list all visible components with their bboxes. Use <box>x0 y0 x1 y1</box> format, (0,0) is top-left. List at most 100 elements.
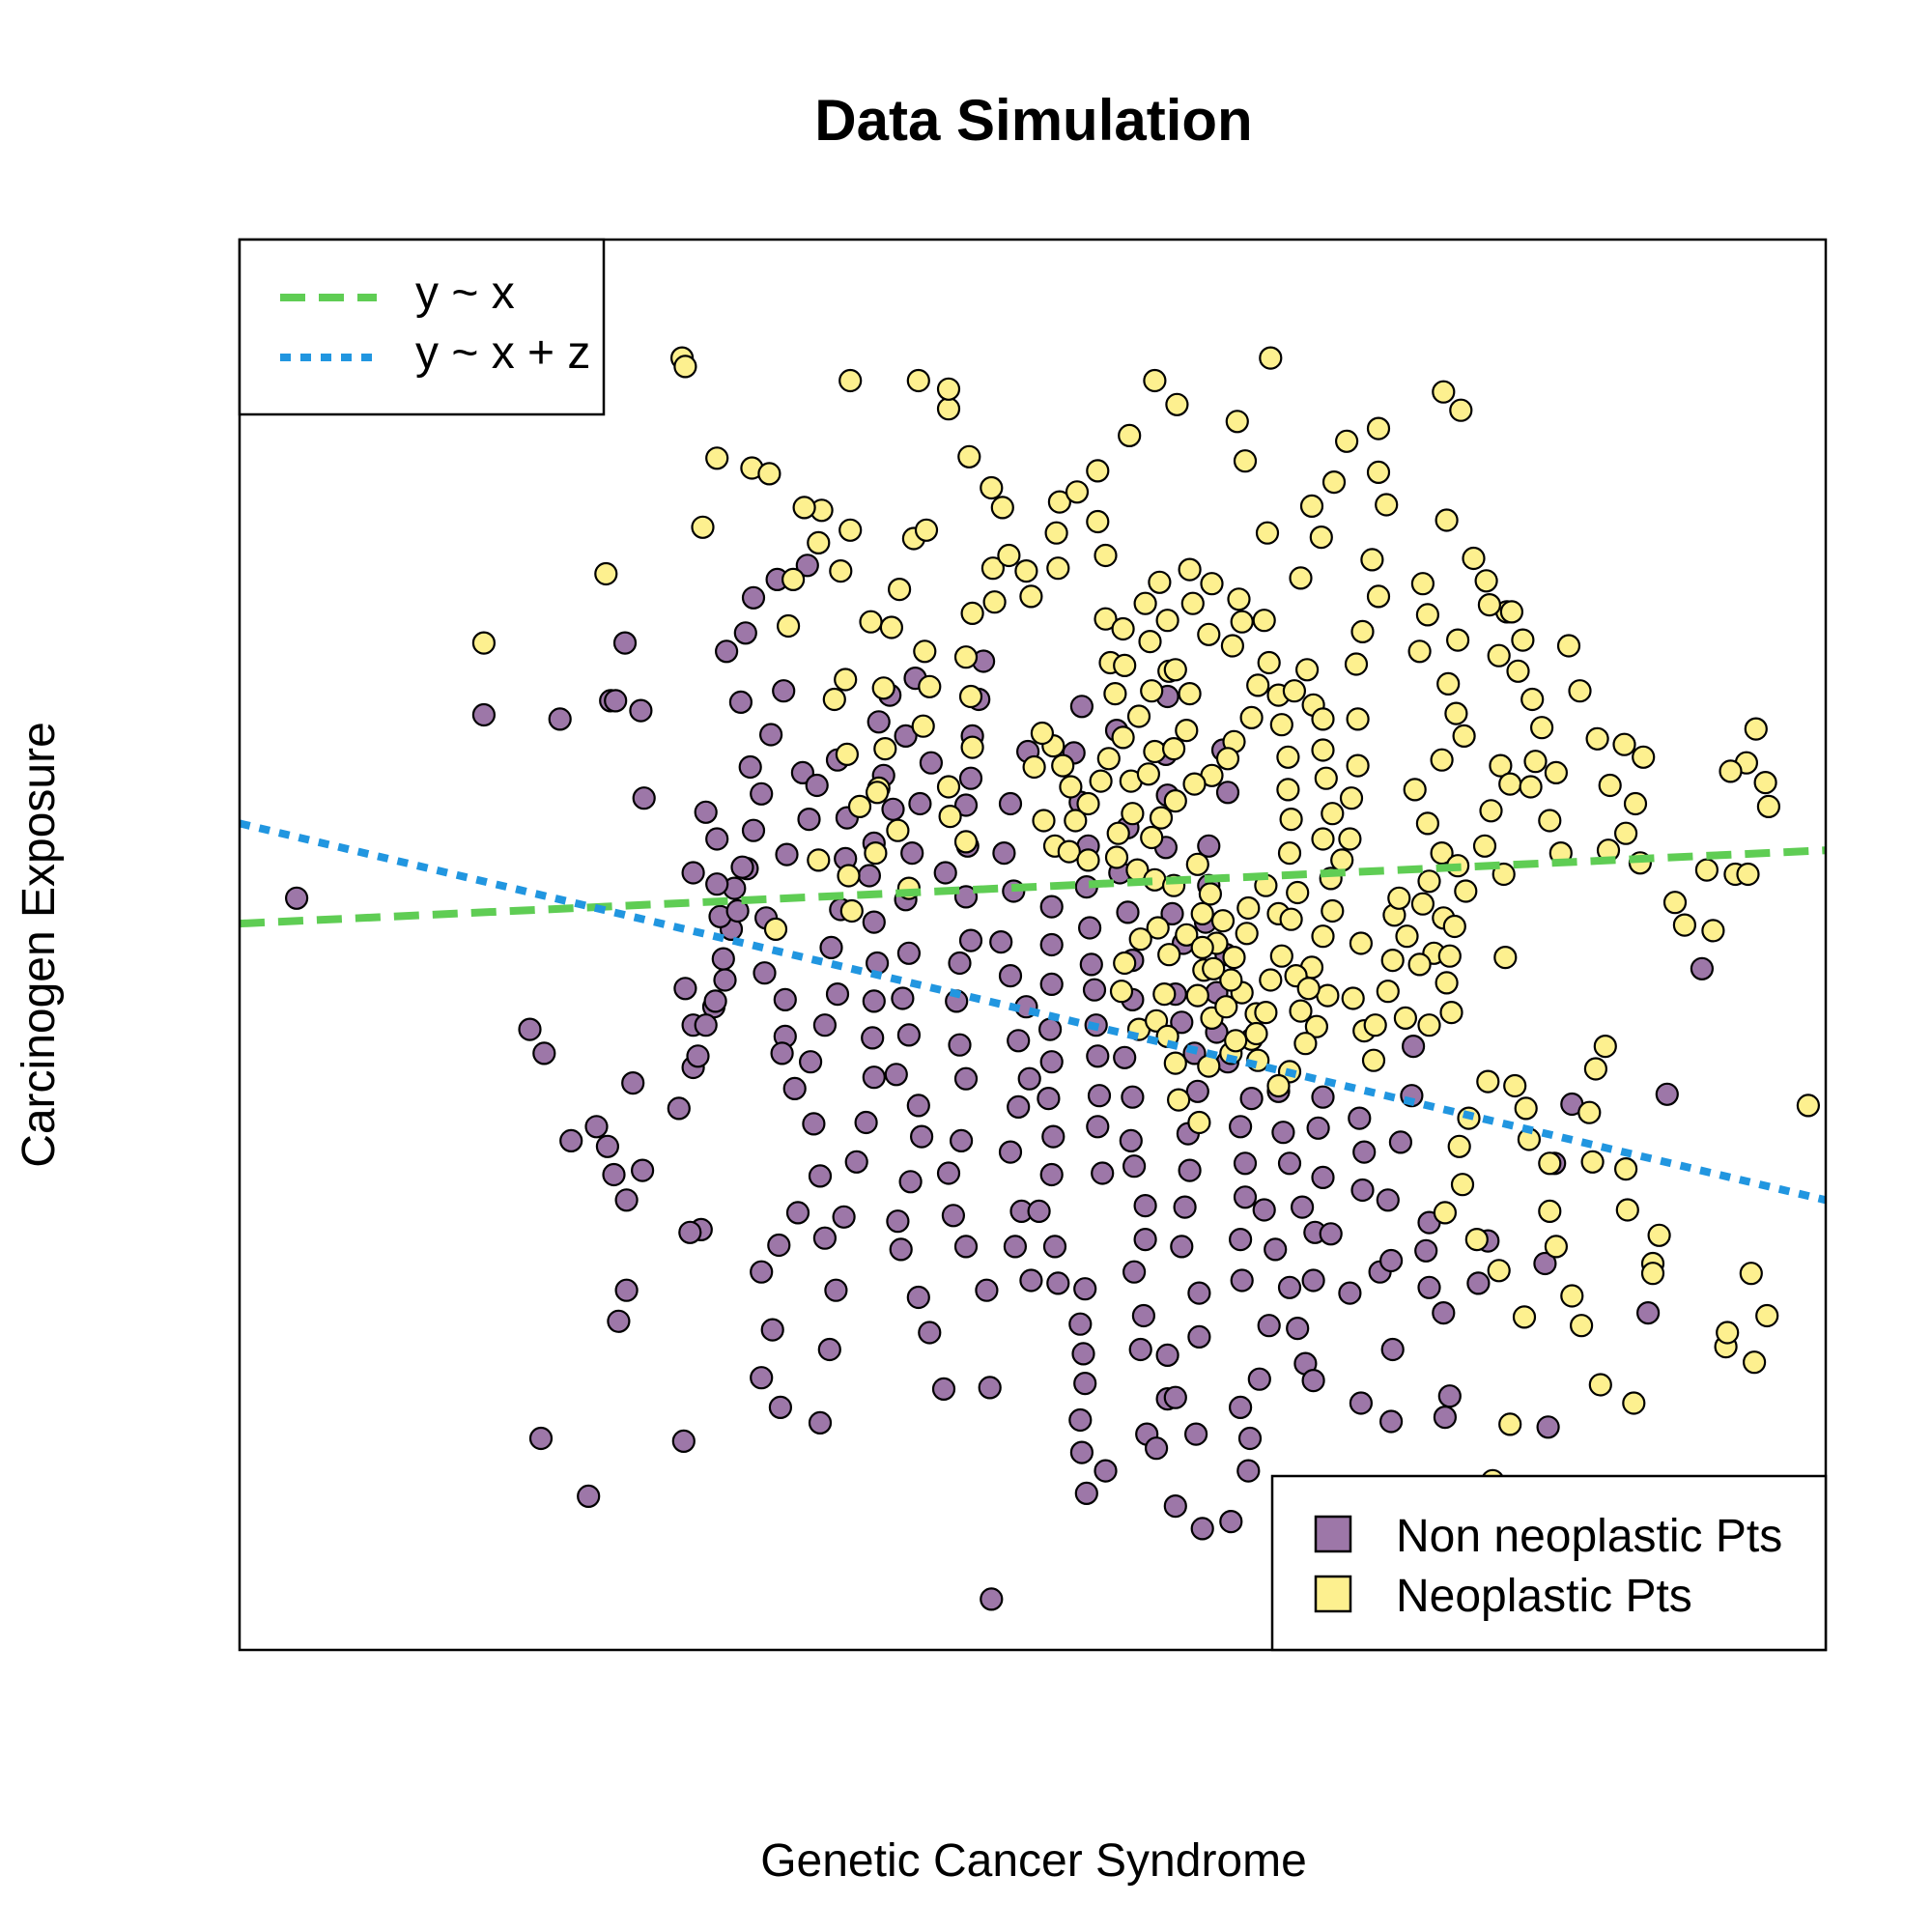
neoplastic-point <box>1613 821 1638 845</box>
non-neoplastic-point <box>862 910 886 934</box>
neoplastic-point <box>1487 1259 1511 1283</box>
neoplastic-point <box>1311 738 1335 762</box>
neoplastic-point <box>1143 368 1167 393</box>
neoplastic-point <box>594 561 618 586</box>
neoplastic-point <box>1235 922 1259 946</box>
neoplastic-point <box>864 840 888 866</box>
neoplastic-point <box>960 601 984 626</box>
neoplastic-point <box>938 804 962 829</box>
neoplastic-point <box>1432 380 1456 404</box>
neoplastic-point <box>1047 490 1072 514</box>
neoplastic-point <box>871 676 895 700</box>
neoplastic-point <box>1476 1069 1500 1094</box>
non-neoplastic-point <box>933 861 957 885</box>
non-neoplastic-point <box>1376 1188 1400 1212</box>
neoplastic-point <box>1445 628 1470 652</box>
non-neoplastic-point <box>1170 1010 1194 1035</box>
non-neoplastic-point <box>1178 1158 1202 1182</box>
neoplastic-point <box>1498 1412 1522 1436</box>
non-neoplastic-point <box>1113 1045 1137 1069</box>
non-neoplastic-point <box>471 702 496 727</box>
neoplastic-point <box>1499 600 1524 624</box>
neoplastic-point <box>1435 508 1459 532</box>
neoplastic-point <box>1175 718 1199 743</box>
neoplastic-point <box>1410 572 1435 596</box>
neoplastic-point <box>1556 634 1581 658</box>
neoplastic-point <box>1094 543 1118 568</box>
neoplastic-point <box>1246 673 1270 697</box>
neoplastic-point <box>847 794 872 819</box>
non-neoplastic-point <box>604 689 628 713</box>
neoplastic-point <box>1161 736 1186 761</box>
neoplastic-point <box>936 775 961 799</box>
non-neoplastic-point <box>958 766 983 790</box>
neoplastic-point <box>936 397 961 421</box>
non-neoplastic-point <box>750 1366 774 1390</box>
neoplastic-point <box>1140 825 1164 850</box>
neoplastic-point <box>1462 546 1486 571</box>
neoplastic-point <box>1580 1150 1605 1174</box>
non-neoplastic-point <box>285 886 309 910</box>
neoplastic-point <box>879 615 904 639</box>
non-neoplastic-point <box>1074 1481 1098 1506</box>
non-neoplastic-point <box>782 1076 807 1101</box>
non-neoplastic-point <box>733 621 757 645</box>
non-neoplastic-point <box>1039 895 1064 919</box>
non-neoplastic-point <box>1039 972 1064 997</box>
non-neoplastic-point <box>1187 1281 1211 1305</box>
non-neoplastic-point <box>1277 1275 1302 1299</box>
neoplastic-point <box>1224 1029 1248 1053</box>
non-neoplastic-point <box>703 989 727 1013</box>
neoplastic-point <box>1166 1088 1191 1112</box>
neoplastic-point <box>1493 945 1518 970</box>
non-neoplastic-point <box>896 941 922 965</box>
non-neoplastic-point <box>1277 1151 1302 1176</box>
neoplastic-point <box>1577 1100 1602 1124</box>
non-neoplastic-point <box>953 885 979 909</box>
non-neoplastic-point <box>805 773 829 798</box>
neoplastic-point <box>1450 1173 1475 1197</box>
neoplastic-point <box>1447 1134 1471 1158</box>
non-neoplastic-point <box>931 1377 956 1402</box>
neoplastic-point <box>1523 750 1548 774</box>
non-neoplastic-point <box>741 818 766 842</box>
neoplastic-point <box>1417 869 1441 894</box>
neoplastic-point <box>1739 1262 1763 1286</box>
legend-label-neoplastic: Neoplastic Pts <box>1396 1571 1692 1622</box>
neoplastic-point <box>1113 951 1137 976</box>
neoplastic-point <box>980 556 1006 581</box>
non-neoplastic-point <box>532 1041 556 1065</box>
non-neoplastic-point <box>1183 1422 1208 1446</box>
non-neoplastic-point <box>1094 1459 1118 1483</box>
neoplastic-point <box>691 515 715 539</box>
neoplastic-point <box>1111 725 1135 750</box>
non-neoplastic-point <box>998 1140 1023 1164</box>
non-neoplastic-point <box>1069 1440 1094 1464</box>
neoplastic-point <box>1560 1284 1584 1308</box>
legend-label-y-x-z: y ~ x + z <box>415 327 590 379</box>
neoplastic-point <box>1198 882 1223 906</box>
non-neoplastic-point <box>1228 1115 1253 1139</box>
neoplastic-point <box>1393 1006 1418 1031</box>
neoplastic-point <box>1289 999 1313 1023</box>
non-neoplastic-point <box>936 1161 961 1185</box>
non-neoplastic-point <box>1039 1050 1064 1074</box>
non-neoplastic-point <box>577 1484 601 1509</box>
non-neoplastic-point <box>1122 1260 1147 1284</box>
non-neoplastic-point <box>812 1013 838 1037</box>
non-neoplastic-point <box>767 1233 791 1258</box>
neoplastic-point <box>781 567 806 592</box>
non-neoplastic-point <box>725 898 750 923</box>
non-neoplastic-point <box>1233 1151 1258 1176</box>
neoplastic-point <box>1086 509 1110 534</box>
non-neoplastic-point <box>1133 1227 1157 1252</box>
neoplastic-point <box>1178 681 1202 706</box>
neoplastic-point <box>1375 493 1399 517</box>
non-neoplastic-point <box>621 1070 645 1095</box>
non-neoplastic-point <box>1133 1193 1157 1218</box>
neoplastic-point <box>886 818 910 842</box>
non-neoplastic-point <box>686 1044 710 1068</box>
neoplastic-point <box>1236 895 1261 921</box>
non-neoplastic-point <box>671 1429 696 1454</box>
